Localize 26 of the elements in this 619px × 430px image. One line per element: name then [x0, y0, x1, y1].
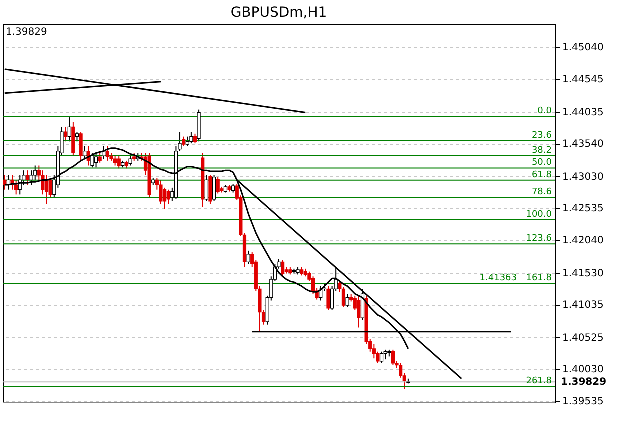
- ref-line-label: 1.39829: [561, 377, 607, 388]
- y-tick-label: 1.44035: [562, 107, 604, 118]
- annotation: 38.2: [532, 146, 552, 156]
- y-tick-label: 1.45040: [562, 42, 604, 54]
- annotation: 23.6: [532, 130, 552, 141]
- annotation: 161.8: [526, 274, 552, 284]
- annotation: 0.0: [538, 106, 552, 117]
- annotation: 61.8: [532, 170, 552, 180]
- annotation: 261.8: [526, 376, 552, 387]
- ref-line-label: 1.41363: [480, 274, 517, 284]
- y-tick-label: 1.39535: [562, 396, 604, 408]
- chart-title: GBPUSDm,H1: [230, 5, 328, 21]
- y-tick-label: 1.41035: [562, 300, 604, 312]
- y-tick-label: 1.42535: [562, 204, 604, 215]
- y-tick-label: 1.43540: [562, 139, 604, 150]
- y-tick-label: 1.40525: [562, 332, 604, 344]
- y-tick-label: 1.41530: [562, 268, 604, 280]
- annotation: 78.6: [532, 188, 552, 198]
- y-tick-label: 1.43030: [562, 172, 604, 183]
- y-tick-label: 1.44545: [562, 74, 604, 86]
- annotation: 50.0: [532, 158, 552, 168]
- annotation: 123.6: [526, 234, 552, 244]
- annotation: 1.39829: [6, 27, 48, 38]
- annotation: 100.0: [526, 210, 552, 220]
- y-tick-label: 1.40030: [562, 364, 604, 376]
- y-tick-label: 1.42040: [562, 236, 604, 246]
